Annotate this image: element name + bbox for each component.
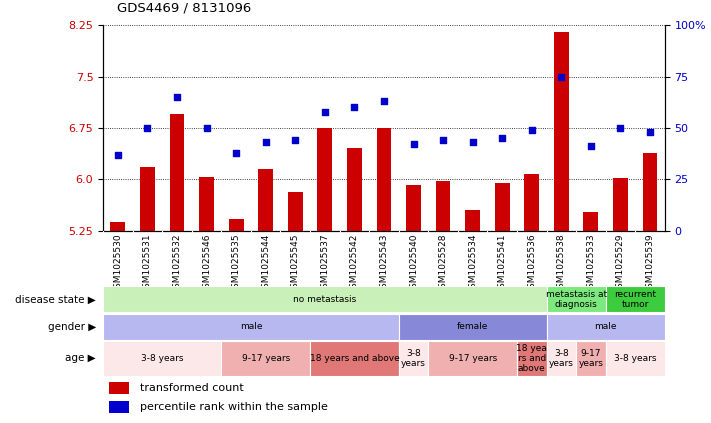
Point bbox=[555, 73, 567, 80]
Bar bbox=[258, 169, 273, 231]
Bar bbox=[406, 185, 421, 231]
Text: GSM1025535: GSM1025535 bbox=[232, 233, 240, 294]
Text: 3-8
years: 3-8 years bbox=[401, 349, 426, 368]
Bar bbox=[103, 286, 547, 313]
Bar bbox=[103, 341, 221, 376]
Text: GSM1025533: GSM1025533 bbox=[587, 233, 595, 294]
Text: age ▶: age ▶ bbox=[65, 354, 96, 363]
Point bbox=[615, 125, 626, 132]
Point bbox=[496, 135, 508, 142]
Bar bbox=[643, 153, 658, 231]
Bar bbox=[310, 341, 399, 376]
Text: GSM1025546: GSM1025546 bbox=[202, 233, 211, 294]
Text: GSM1025537: GSM1025537 bbox=[321, 233, 329, 294]
Bar bbox=[103, 313, 399, 340]
Bar bbox=[399, 341, 428, 376]
Bar bbox=[547, 341, 576, 376]
Text: 3-8
years: 3-8 years bbox=[549, 349, 574, 368]
Bar bbox=[547, 286, 606, 313]
Bar bbox=[436, 181, 451, 231]
Bar bbox=[347, 148, 362, 231]
Text: GSM1025544: GSM1025544 bbox=[261, 233, 270, 294]
Bar bbox=[317, 128, 332, 231]
Point bbox=[201, 125, 213, 132]
Bar bbox=[584, 212, 598, 231]
Point bbox=[585, 143, 597, 150]
Bar bbox=[517, 341, 547, 376]
Text: male: male bbox=[594, 322, 617, 331]
Text: male: male bbox=[240, 322, 262, 331]
Text: GSM1025528: GSM1025528 bbox=[439, 233, 447, 294]
Bar bbox=[140, 167, 155, 231]
Point bbox=[171, 94, 183, 101]
Text: gender ▶: gender ▶ bbox=[48, 322, 96, 332]
Text: 18 yea
rs and
above: 18 yea rs and above bbox=[516, 343, 547, 374]
Bar bbox=[576, 341, 606, 376]
Bar bbox=[109, 382, 129, 394]
Text: GSM1025540: GSM1025540 bbox=[409, 233, 418, 294]
Text: recurrent
tumor: recurrent tumor bbox=[614, 290, 656, 309]
Point bbox=[112, 151, 124, 158]
Text: GSM1025532: GSM1025532 bbox=[173, 233, 181, 294]
Point bbox=[437, 137, 449, 144]
Point bbox=[644, 129, 656, 135]
Text: GSM1025529: GSM1025529 bbox=[616, 233, 625, 294]
Bar bbox=[524, 174, 539, 231]
Bar bbox=[465, 210, 480, 231]
Point bbox=[348, 104, 360, 111]
Text: 9-17 years: 9-17 years bbox=[242, 354, 290, 363]
Bar bbox=[428, 341, 517, 376]
Bar bbox=[170, 114, 184, 231]
Text: GDS4469 / 8131096: GDS4469 / 8131096 bbox=[117, 2, 252, 15]
Point bbox=[289, 137, 301, 144]
Point bbox=[526, 126, 538, 133]
Text: GSM1025545: GSM1025545 bbox=[291, 233, 300, 294]
Point bbox=[260, 139, 272, 146]
Text: GSM1025538: GSM1025538 bbox=[557, 233, 566, 294]
Bar bbox=[199, 177, 214, 231]
Bar bbox=[288, 192, 303, 231]
Text: 3-8 years: 3-8 years bbox=[141, 354, 183, 363]
Bar bbox=[377, 128, 391, 231]
Text: percentile rank within the sample: percentile rank within the sample bbox=[140, 402, 328, 412]
Bar bbox=[399, 313, 547, 340]
Text: 3-8 years: 3-8 years bbox=[614, 354, 656, 363]
Text: GSM1025542: GSM1025542 bbox=[350, 233, 359, 294]
Text: GSM1025541: GSM1025541 bbox=[498, 233, 507, 294]
Text: transformed count: transformed count bbox=[140, 383, 244, 393]
Text: GSM1025531: GSM1025531 bbox=[143, 233, 152, 294]
Bar bbox=[547, 313, 665, 340]
Text: GSM1025539: GSM1025539 bbox=[646, 233, 655, 294]
Bar bbox=[606, 341, 665, 376]
Point bbox=[141, 125, 153, 132]
Text: GSM1025534: GSM1025534 bbox=[468, 233, 477, 294]
Point bbox=[230, 149, 242, 156]
Bar bbox=[109, 401, 129, 413]
Text: GSM1025536: GSM1025536 bbox=[528, 233, 536, 294]
Text: metastasis at
diagnosis: metastasis at diagnosis bbox=[545, 290, 606, 309]
Text: GSM1025530: GSM1025530 bbox=[113, 233, 122, 294]
Bar bbox=[606, 286, 665, 313]
Bar bbox=[229, 219, 243, 231]
Text: female: female bbox=[457, 322, 488, 331]
Text: disease state ▶: disease state ▶ bbox=[15, 294, 96, 304]
Bar bbox=[495, 183, 510, 231]
Bar bbox=[613, 178, 628, 231]
Text: GSM1025543: GSM1025543 bbox=[380, 233, 388, 294]
Text: 18 years and above: 18 years and above bbox=[309, 354, 400, 363]
Bar bbox=[221, 341, 310, 376]
Text: 9-17 years: 9-17 years bbox=[449, 354, 497, 363]
Text: 9-17
years: 9-17 years bbox=[579, 349, 604, 368]
Point bbox=[378, 98, 390, 104]
Point bbox=[408, 141, 419, 148]
Point bbox=[319, 108, 331, 115]
Text: no metastasis: no metastasis bbox=[293, 295, 356, 304]
Bar bbox=[110, 222, 125, 231]
Point bbox=[467, 139, 479, 146]
Bar bbox=[554, 32, 569, 231]
